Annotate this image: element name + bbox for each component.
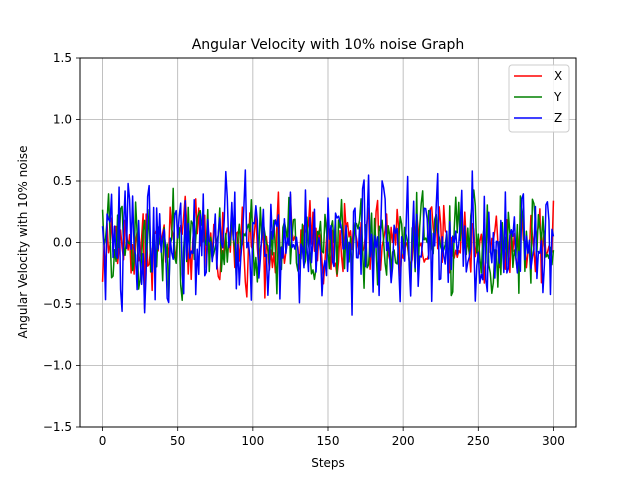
y-axis-label: Angular Velocity with 10% noise — [16, 145, 30, 338]
x-tick-label: 200 — [392, 434, 415, 448]
y-axis: −1.5 −1.0 −0.5 0.0 0.5 1.0 1.5 — [43, 51, 80, 434]
legend-label-y: Y — [553, 90, 562, 104]
x-axis: 0 50 100 150 200 250 300 — [99, 427, 565, 448]
x-tick-label: 50 — [170, 434, 185, 448]
x-tick-label: 0 — [99, 434, 107, 448]
y-tick-label: 0.0 — [53, 236, 72, 250]
legend-label-x: X — [554, 69, 562, 83]
legend: XYZ — [508, 64, 570, 133]
x-tick-label: 250 — [467, 434, 490, 448]
y-tick-label: −1.0 — [43, 359, 72, 373]
x-tick-label: 100 — [241, 434, 264, 448]
y-tick-label: 1.5 — [53, 51, 72, 65]
series-line-z — [101, 169, 555, 316]
x-tick-label: 150 — [317, 434, 340, 448]
legend-label-z: Z — [554, 111, 562, 125]
x-axis-label: Steps — [311, 456, 345, 470]
y-tick-label: 1.0 — [53, 113, 72, 127]
y-tick-label: −0.5 — [43, 297, 72, 311]
legend-box — [508, 64, 570, 133]
x-tick-label: 300 — [542, 434, 565, 448]
chart-title: Angular Velocity with 10% noise Graph — [192, 37, 465, 53]
plot-area — [101, 169, 555, 316]
y-tick-label: −1.5 — [43, 420, 72, 434]
y-tick-label: 0.5 — [53, 174, 72, 188]
